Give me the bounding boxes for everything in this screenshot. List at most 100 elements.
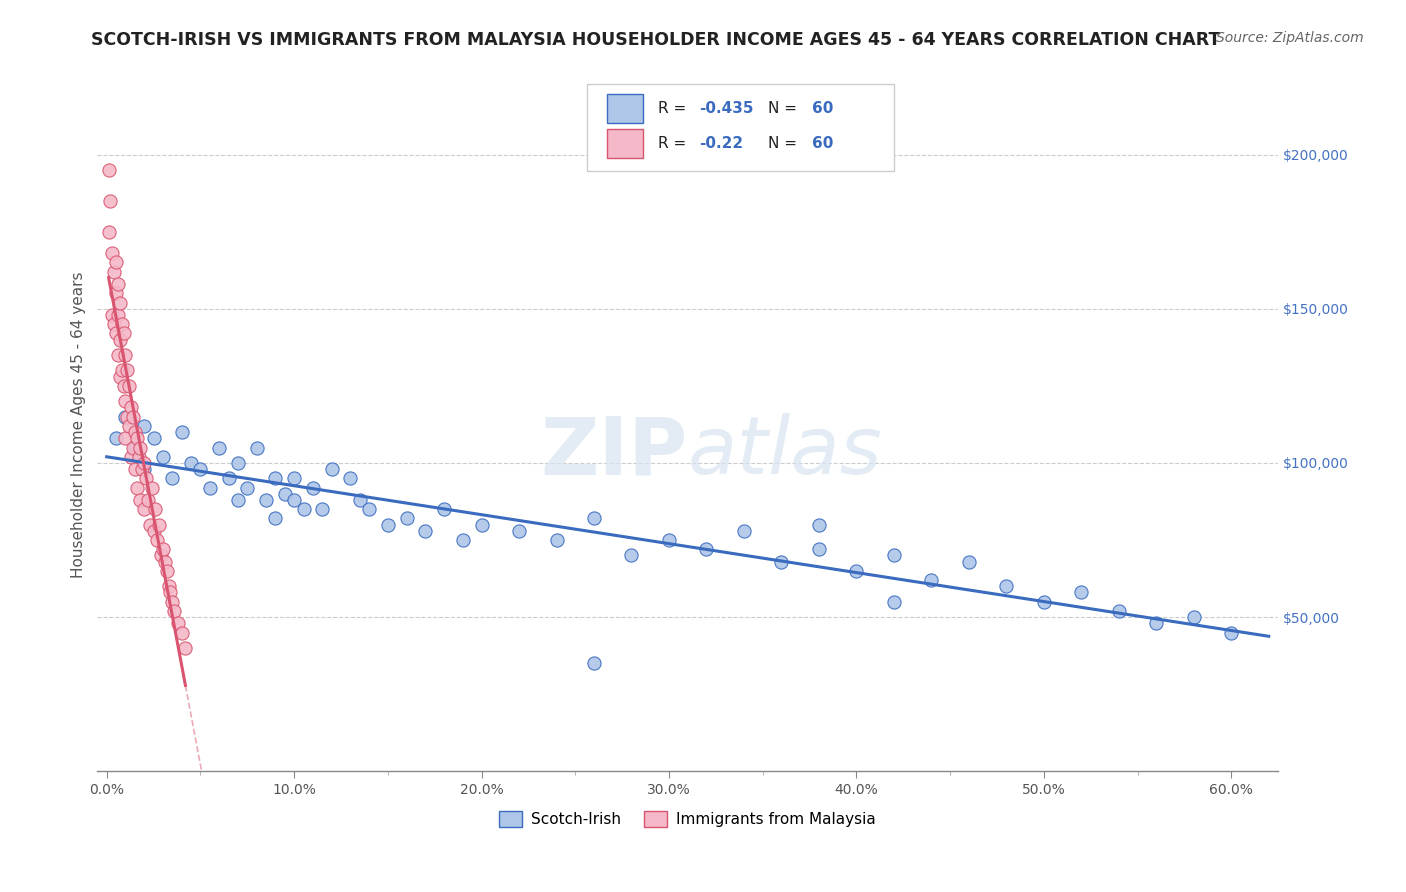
Point <box>103 317 125 331</box>
Point <box>167 616 190 631</box>
Point <box>114 348 136 362</box>
Point <box>129 441 152 455</box>
Point <box>141 481 163 495</box>
Point <box>159 585 181 599</box>
Point <box>122 409 145 424</box>
Point <box>292 502 315 516</box>
Point <box>995 579 1018 593</box>
Point <box>112 379 135 393</box>
Point <box>190 462 212 476</box>
Point <box>264 511 287 525</box>
Point <box>283 492 305 507</box>
Point <box>128 450 150 464</box>
Point <box>146 533 169 547</box>
Text: -0.435: -0.435 <box>700 101 754 116</box>
Point <box>1070 585 1092 599</box>
Point <box>150 549 173 563</box>
Text: N =: N = <box>768 136 801 151</box>
Point <box>302 481 325 495</box>
Point <box>471 517 494 532</box>
Point <box>274 487 297 501</box>
Point <box>100 194 122 208</box>
Point <box>845 564 868 578</box>
Point <box>142 431 165 445</box>
Point <box>134 462 156 476</box>
Point <box>148 517 170 532</box>
Point <box>170 425 193 439</box>
Point <box>1108 604 1130 618</box>
Point <box>114 409 136 424</box>
Point <box>117 363 139 377</box>
Text: N =: N = <box>768 101 801 116</box>
Point <box>145 502 167 516</box>
Point <box>246 441 269 455</box>
Point <box>105 326 128 341</box>
Point <box>101 246 124 260</box>
Point <box>156 564 179 578</box>
Point <box>733 524 755 538</box>
Y-axis label: Householder Income Ages 45 - 64 years: Householder Income Ages 45 - 64 years <box>72 271 86 578</box>
Point <box>118 379 141 393</box>
Text: SCOTCH-IRISH VS IMMIGRANTS FROM MALAYSIA HOUSEHOLDER INCOME AGES 45 - 64 YEARS C: SCOTCH-IRISH VS IMMIGRANTS FROM MALAYSIA… <box>91 31 1220 49</box>
Point <box>114 431 136 445</box>
Point <box>226 456 249 470</box>
Point <box>451 533 474 547</box>
Point <box>658 533 681 547</box>
Point <box>135 471 157 485</box>
Point <box>226 492 249 507</box>
Point <box>124 441 146 455</box>
Point <box>108 369 131 384</box>
Point <box>131 462 153 476</box>
Point <box>125 481 148 495</box>
Point <box>339 471 361 485</box>
Point <box>1032 595 1054 609</box>
Legend: Scotch-Irish, Immigrants from Malaysia: Scotch-Irish, Immigrants from Malaysia <box>494 805 882 833</box>
Point <box>157 579 180 593</box>
Point <box>264 471 287 485</box>
Point <box>349 492 371 507</box>
Point <box>695 542 717 557</box>
Text: 60: 60 <box>811 136 834 151</box>
Bar <box>607 94 643 123</box>
Point <box>107 348 129 362</box>
Point <box>105 255 128 269</box>
Point <box>920 573 942 587</box>
Point <box>254 492 277 507</box>
Point <box>174 640 197 655</box>
Point <box>112 326 135 341</box>
Point <box>142 524 165 538</box>
Point <box>198 481 221 495</box>
Point <box>218 471 240 485</box>
Point <box>107 277 129 291</box>
Point <box>163 604 186 618</box>
Point <box>107 308 129 322</box>
Text: -0.22: -0.22 <box>700 136 744 151</box>
Point <box>395 511 418 525</box>
Point <box>152 542 174 557</box>
Point <box>120 401 142 415</box>
Point <box>1220 625 1243 640</box>
Point <box>311 502 333 516</box>
Text: ZIP: ZIP <box>540 413 688 491</box>
Point <box>433 502 456 516</box>
Point <box>620 549 643 563</box>
Point <box>883 595 905 609</box>
Point <box>152 450 174 464</box>
Point <box>97 163 120 178</box>
Text: R =: R = <box>658 136 692 151</box>
Point <box>508 524 530 538</box>
Point <box>153 555 176 569</box>
Point <box>162 595 184 609</box>
FancyBboxPatch shape <box>588 85 894 171</box>
Point <box>582 511 605 525</box>
Point <box>957 555 980 569</box>
Point <box>124 425 146 439</box>
Point <box>208 441 231 455</box>
Point <box>125 431 148 445</box>
Point <box>111 363 134 377</box>
Point <box>124 462 146 476</box>
Point <box>236 481 259 495</box>
Point <box>134 419 156 434</box>
Point <box>120 450 142 464</box>
Point <box>122 441 145 455</box>
